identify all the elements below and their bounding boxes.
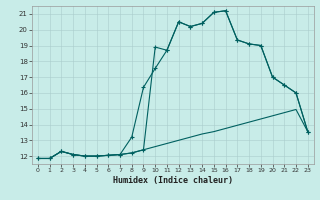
X-axis label: Humidex (Indice chaleur): Humidex (Indice chaleur) — [113, 176, 233, 185]
